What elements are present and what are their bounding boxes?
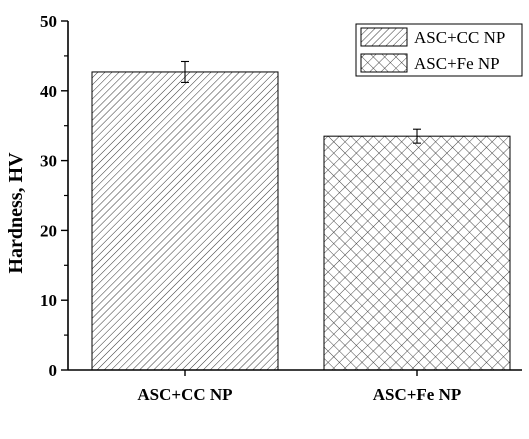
- error-bar-1: [181, 60, 189, 83]
- y-tick-label: 20: [40, 221, 57, 240]
- legend-label-2: ASC+Fe NP: [414, 54, 500, 73]
- bar-1: [91, 71, 279, 371]
- bars-layer: [91, 71, 511, 371]
- y-tick-label: 40: [40, 82, 57, 101]
- y-axis-ticks: 0 10 20 30 40 50: [40, 12, 68, 380]
- y-tick-label: 0: [49, 361, 58, 380]
- x-tick-label: ASC+Fe NP: [373, 385, 462, 404]
- x-tick-label: ASC+CC NP: [137, 385, 232, 404]
- plot-area: 0 10 20 30 40 50 ASC+CC NP ASC+Fe NP: [40, 12, 522, 404]
- x-axis-ticks: ASC+CC NP ASC+Fe NP: [137, 370, 461, 404]
- y-tick-label: 30: [40, 152, 57, 171]
- error-bar-2: [413, 128, 421, 144]
- error-bars-layer: [181, 60, 421, 144]
- legend-label-1: ASC+CC NP: [414, 28, 505, 47]
- legend-swatch-1: [360, 27, 408, 47]
- y-axis-title: Hardness, HV: [5, 152, 27, 274]
- legend: ASC+CC NP ASC+Fe NP: [355, 23, 523, 77]
- legend-swatch-2: [360, 53, 408, 73]
- y-tick-label: 10: [40, 291, 57, 310]
- y-tick-label: 50: [40, 12, 57, 31]
- bar-2: [323, 135, 511, 371]
